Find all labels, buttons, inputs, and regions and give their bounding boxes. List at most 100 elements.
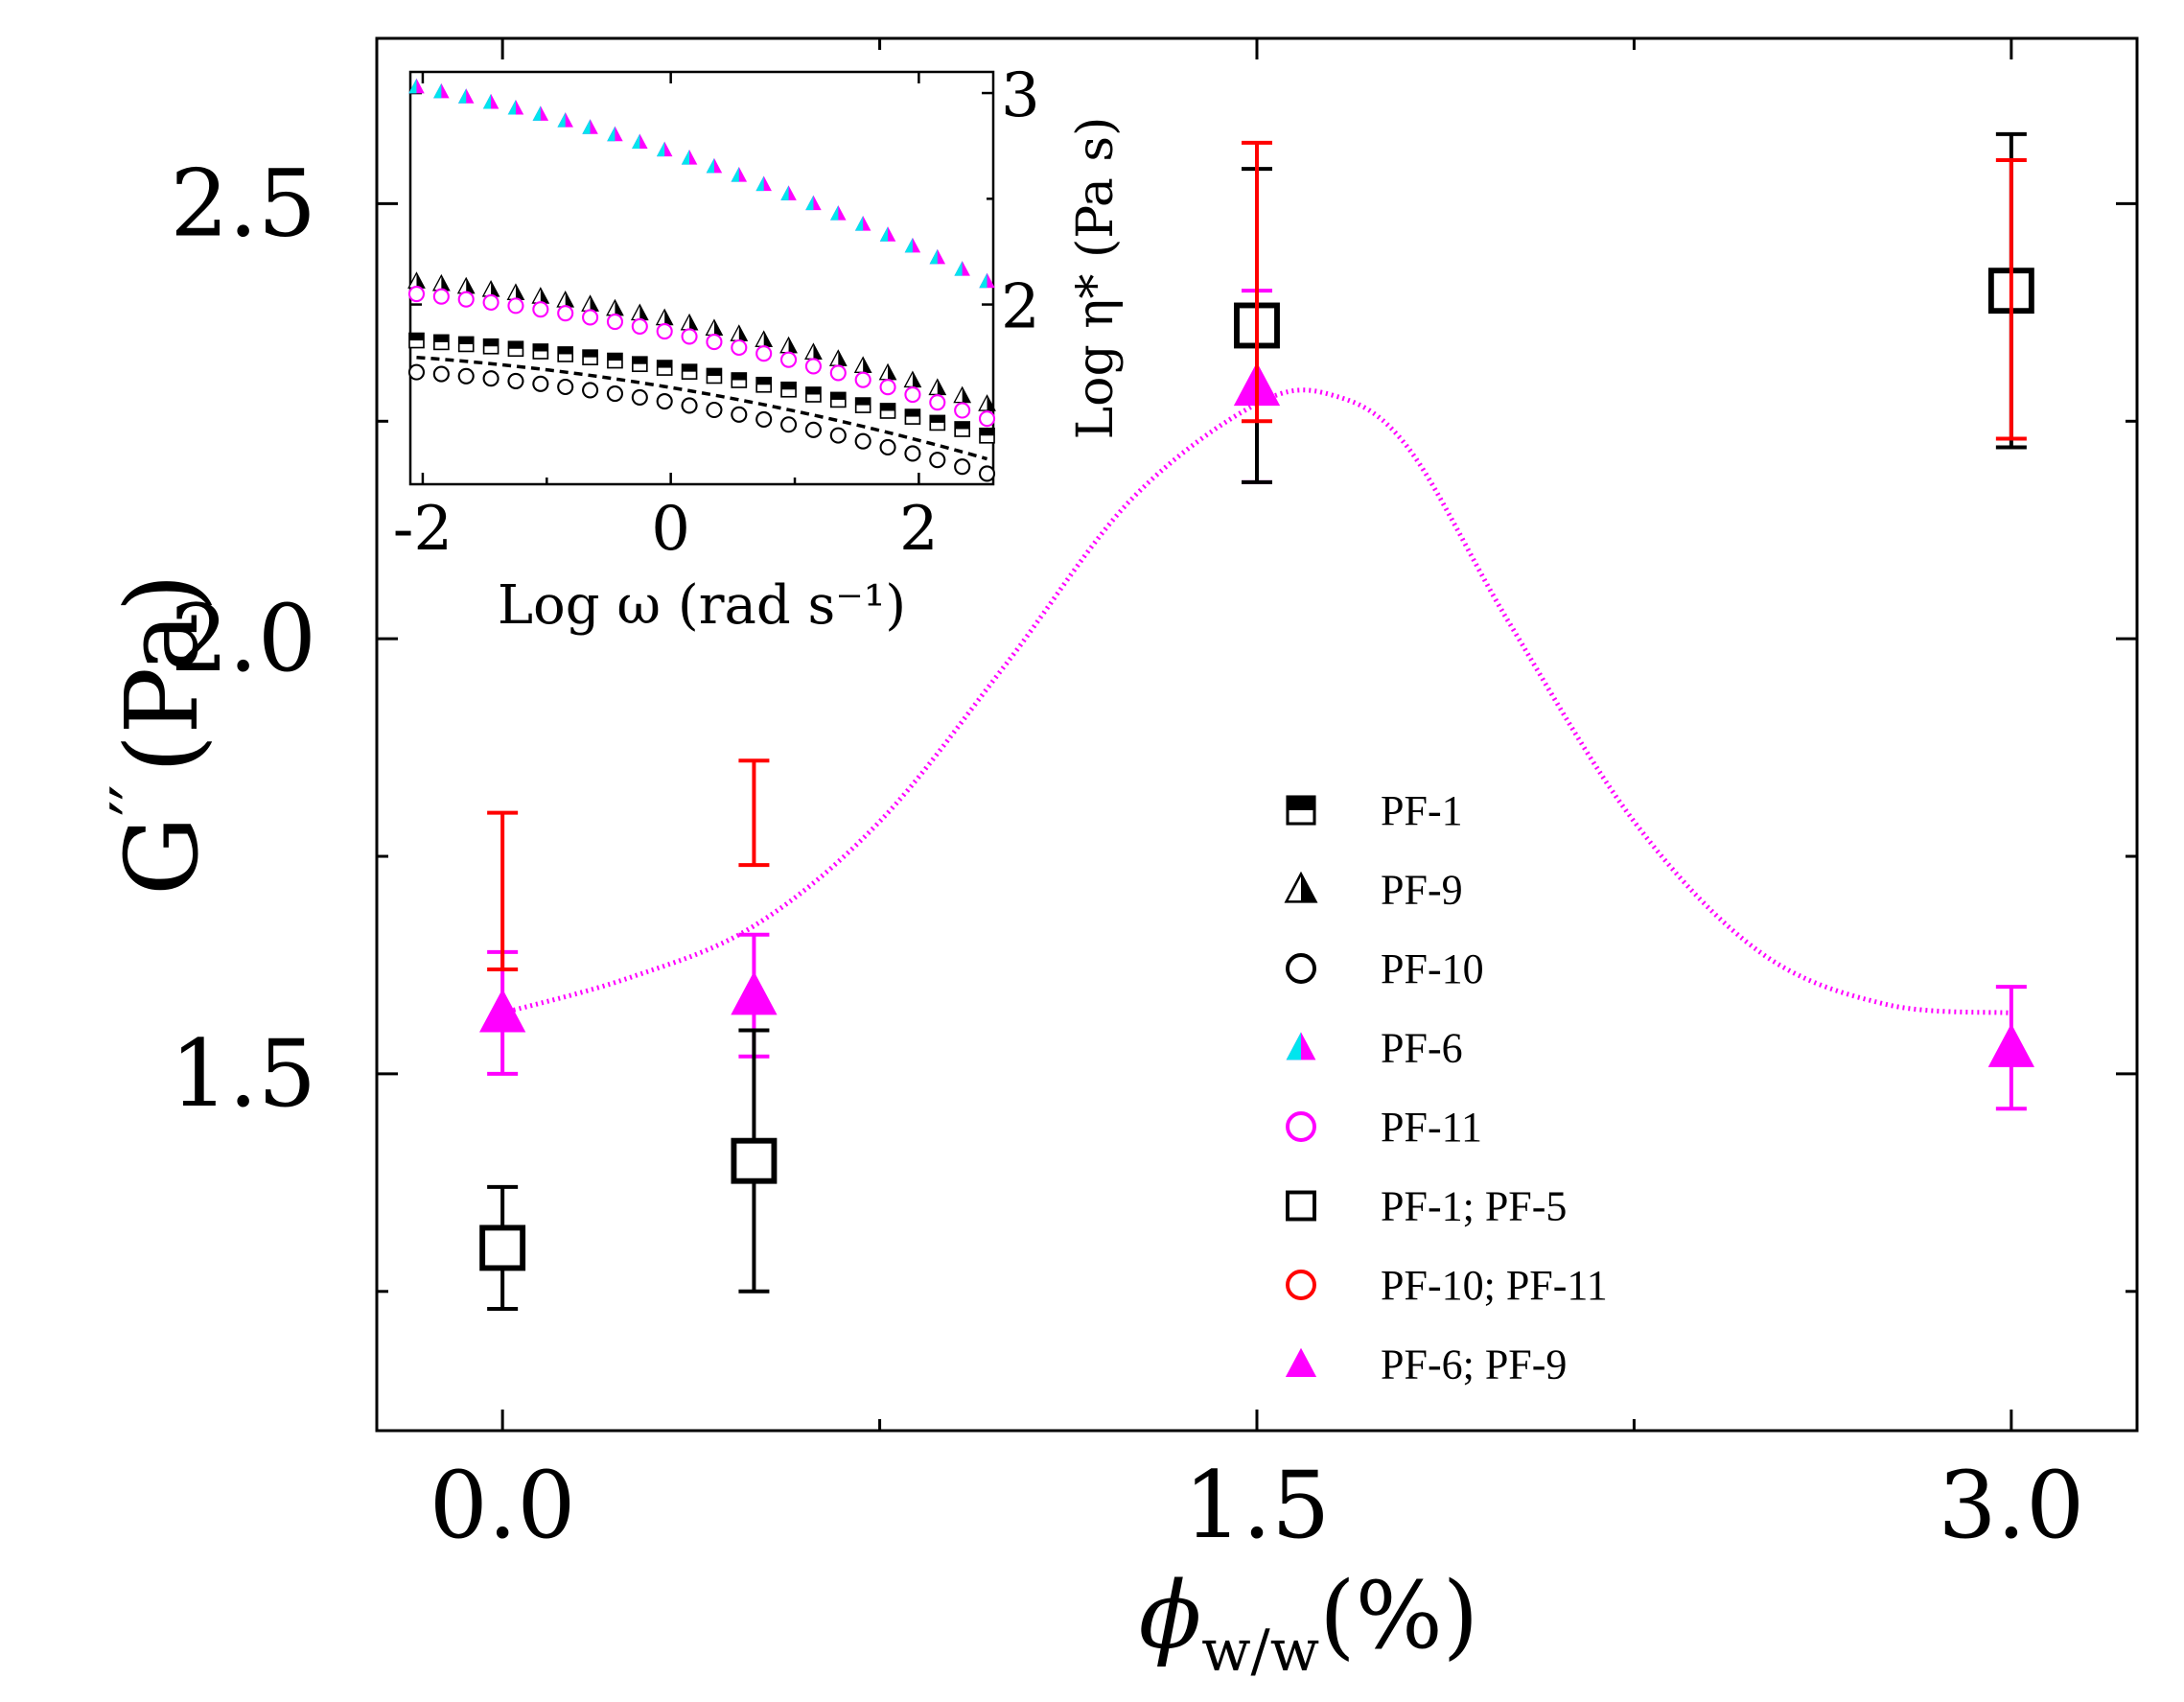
inset-point: [731, 338, 748, 357]
inset-point: [607, 352, 623, 369]
x-axis-label-unit: (%): [1319, 1562, 1478, 1669]
inset-point: [904, 237, 921, 253]
inset-point: [929, 248, 946, 265]
inset-point: [656, 392, 673, 410]
inset-point: [681, 150, 698, 165]
inset-x-tick-label: -2: [393, 494, 453, 565]
y-axis-label-base: G: [104, 816, 221, 896]
inset-point: [557, 112, 573, 128]
inset-point: [606, 385, 623, 403]
inset-point: [979, 272, 995, 289]
legend-marker: [1286, 1270, 1316, 1300]
legend-label: PF-1; PF-5: [1381, 1183, 1567, 1230]
inset-point: [755, 410, 773, 428]
inset-point: [433, 82, 450, 99]
inset-point: [706, 334, 723, 351]
inset-plot: -2 0 2 2 3 Log ω (rad s⁻¹) Log η* (Pa s): [393, 60, 1125, 637]
y-tick-label: 2.5: [170, 150, 316, 257]
inset-fit-line: [416, 355, 988, 461]
inset-point: [457, 291, 475, 308]
inset-point: [557, 346, 574, 362]
inset-point: [879, 438, 896, 455]
inset-series-pf-11: [407, 285, 996, 428]
y-tick-label: 2.0: [170, 585, 316, 692]
inset-point: [582, 382, 599, 399]
inset-point: [432, 365, 450, 383]
legend-marker: [1286, 1111, 1316, 1142]
inset-point: [954, 261, 970, 276]
inset-point: [507, 372, 524, 389]
inset-point: [755, 175, 772, 192]
inset-x-axis-label: Log ω (rad s⁻¹): [498, 574, 906, 637]
inset-point: [631, 317, 648, 335]
inset-point: [854, 432, 871, 450]
inset-point: [706, 367, 723, 385]
x-tick-label: 1.5: [1184, 1452, 1331, 1559]
inset-point: [731, 372, 748, 388]
inset-point: [879, 379, 896, 396]
inset-point: [929, 394, 946, 411]
inset-point: [978, 465, 996, 482]
inset-point: [431, 273, 451, 291]
legend-marker: [1286, 1032, 1316, 1061]
inset-point: [656, 322, 673, 340]
inset-y-axis-label: Log η* (Pa s): [1067, 117, 1125, 440]
inset-point: [432, 288, 450, 305]
inset-series-pf-1: [408, 332, 995, 444]
inset-point: [829, 427, 847, 444]
legend-marker: [1284, 871, 1318, 903]
inset-point: [780, 185, 797, 200]
inset-point: [681, 363, 698, 380]
y-axis-label-prime: ′′: [96, 784, 176, 816]
inset-point: [532, 301, 549, 318]
inset-point: [879, 403, 896, 419]
legend-label: PF-6: [1381, 1025, 1463, 1072]
inset-point: [681, 328, 698, 345]
inset-point: [407, 285, 426, 303]
data-point: [478, 989, 526, 1033]
inset-frame: [408, 70, 995, 486]
data-point: [1987, 1023, 2035, 1067]
inset-point: [904, 445, 921, 462]
legend-marker: [1286, 1190, 1316, 1222]
legend-label: PF-1: [1381, 787, 1463, 834]
inset-point: [854, 371, 871, 388]
inset-series-fit: [416, 355, 988, 461]
x-axis-label: ϕw/w(%): [1139, 1562, 1479, 1685]
inset-point: [706, 157, 723, 174]
inset-point: [532, 343, 549, 360]
data-point: [731, 1137, 778, 1184]
inset-point: [607, 126, 623, 142]
inset-point: [482, 293, 500, 311]
inset-point: [829, 364, 847, 382]
inset-point: [507, 99, 524, 115]
inset-point: [805, 195, 822, 211]
legend-marker: [1286, 795, 1316, 826]
inset-point: [904, 408, 921, 425]
inset-point: [755, 345, 773, 362]
inset-point: [507, 340, 524, 358]
inset-point: [854, 397, 871, 413]
inset-point: [755, 376, 773, 393]
inset-point: [979, 427, 995, 444]
inset-point: [805, 386, 822, 403]
inset-point: [407, 363, 426, 381]
inset-point: [706, 401, 723, 419]
inset-point: [408, 78, 425, 94]
inset-point: [457, 367, 475, 385]
inset-point: [830, 205, 847, 221]
inset-point: [829, 391, 847, 408]
inset-point: [780, 381, 797, 398]
legend-marker: [1285, 1347, 1317, 1377]
inset-point: [929, 452, 946, 469]
data-point: [731, 971, 778, 1015]
legend-label: PF-9: [1381, 867, 1463, 914]
inset-point: [532, 375, 549, 392]
inset-point: [482, 338, 500, 355]
inset-point: [804, 421, 822, 438]
inset-point: [582, 309, 599, 326]
inset-point: [681, 397, 698, 414]
y-axis-label-unit: (Pa): [104, 573, 221, 773]
inset-point: [731, 167, 748, 182]
inset-point: [606, 314, 623, 331]
